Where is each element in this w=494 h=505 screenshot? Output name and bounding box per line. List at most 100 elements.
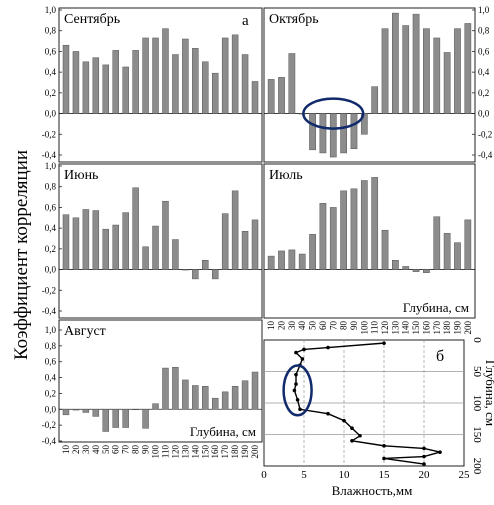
bar (423, 269, 430, 273)
bar (192, 385, 199, 410)
bar (350, 113, 358, 150)
bar (122, 212, 129, 270)
bar (122, 409, 129, 428)
x-tick-label: 190 (452, 321, 462, 335)
x-tick-label: 110 (160, 445, 170, 459)
bar (62, 44, 70, 114)
bar (402, 25, 410, 114)
moisture-point (326, 411, 330, 416)
bar (192, 48, 199, 114)
bar (221, 391, 229, 410)
x-tick-label: 100 (359, 321, 369, 335)
x-tick-label: 5 (301, 469, 307, 481)
moisture-point (342, 418, 346, 423)
bar (102, 409, 110, 432)
x-tick-label: 15 (379, 469, 391, 481)
bar (172, 54, 179, 114)
y-tick-label: 0,8 (478, 26, 490, 36)
bar (142, 37, 149, 114)
bar (162, 200, 169, 270)
y-tick-label: -0,2 (42, 420, 56, 430)
x-tick-label: 170 (220, 445, 230, 459)
y-tick-label: 1,0 (45, 161, 57, 171)
y-tick-label: 100 (471, 395, 483, 412)
bar (278, 250, 285, 270)
panel-5: 1,0 0,8 0,6 0,4 0,2 0,0 -0,2 -0,4 10 20 30 40 50 60 70… (42, 319, 263, 459)
bar (412, 269, 420, 272)
moisture-point (350, 439, 354, 443)
panel-letter: а (242, 13, 249, 29)
bar (132, 187, 139, 270)
y-tick-label: -0,4 (42, 150, 57, 160)
bar (329, 113, 337, 158)
x-tick-label: 70 (121, 445, 131, 455)
y-tick-label: 0,0 (478, 109, 490, 119)
bar (340, 113, 347, 154)
panel-4: 10 20 30 40 50 60 70 80 90 100 110 120 130 140 150 160 1… (263, 163, 476, 335)
x-axis-label: Глубина, см (403, 300, 469, 315)
bar (122, 66, 129, 114)
bar (251, 371, 259, 410)
y-tick-label: -0,4 (478, 150, 493, 160)
bar (423, 28, 430, 114)
panel-3: 1,0 0,8 0,6 0,4 0,2 0,0 -0,2 -0,4 Июнь (42, 161, 263, 319)
x-tick-label: 130 (180, 445, 190, 459)
x-tick-label: 40 (91, 445, 101, 455)
x-tick-label: 120 (170, 445, 180, 459)
bar (288, 53, 296, 114)
bar (340, 190, 347, 270)
x-tick-label: 60 (111, 445, 121, 455)
y-tick-label: 0,8 (45, 341, 57, 351)
moisture-point (358, 433, 362, 438)
y-tick-label: 0,8 (45, 182, 57, 192)
x-tick-label: 90 (349, 321, 359, 331)
bar (464, 219, 472, 270)
bar (72, 409, 80, 411)
x-tick-label: 130 (390, 321, 400, 335)
bar (443, 52, 451, 114)
bar (132, 50, 139, 114)
y-tick-label: 200 (471, 458, 483, 475)
x-tick-label: 80 (131, 445, 141, 455)
panel-title: Сентябрь (64, 12, 120, 27)
y-tick-label: 0,2 (478, 88, 489, 98)
x-tick-label: 40 (297, 321, 307, 331)
bar (172, 239, 179, 270)
bar (162, 367, 169, 410)
bar (142, 246, 149, 270)
y-tick-label: 50 (471, 366, 483, 378)
bar (288, 249, 296, 270)
bar (319, 203, 327, 270)
moisture-point (422, 462, 426, 466)
x-axis-label: Глубина, см (190, 424, 256, 439)
x-tick-label: 160 (210, 445, 220, 459)
bar (152, 403, 159, 410)
bar (251, 219, 259, 270)
y-tick-label: -0,2 (42, 129, 56, 139)
bar (360, 180, 368, 270)
x-tick-label: 120 (380, 321, 390, 335)
bar (211, 397, 219, 410)
bar (172, 367, 179, 410)
bar (72, 51, 80, 114)
x-tick-label: 20 (277, 321, 287, 331)
panel-title: Июнь (64, 168, 98, 183)
bar (162, 28, 169, 114)
bar (433, 37, 441, 114)
x-tick-label: 180 (230, 445, 240, 459)
bar (192, 269, 199, 280)
moisture-point (438, 450, 442, 454)
y-tick-label: 0,6 (45, 202, 57, 212)
moisture-point (422, 454, 426, 459)
bar (152, 37, 159, 114)
bar (62, 214, 70, 270)
panel-frame (58, 163, 263, 319)
y-tick-label: -0,4 (42, 436, 57, 446)
panel-moisture: 0 5 10 15 20 25 0 50 100 150 200 б Влажность,мм Глуби… (261, 337, 494, 498)
y-tick-label: 0,2 (45, 388, 56, 398)
x-tick-label: 90 (141, 445, 151, 455)
moisture-point (300, 357, 305, 361)
x-tick-label: 110 (370, 321, 380, 335)
bar (211, 269, 219, 280)
bar (62, 409, 70, 416)
